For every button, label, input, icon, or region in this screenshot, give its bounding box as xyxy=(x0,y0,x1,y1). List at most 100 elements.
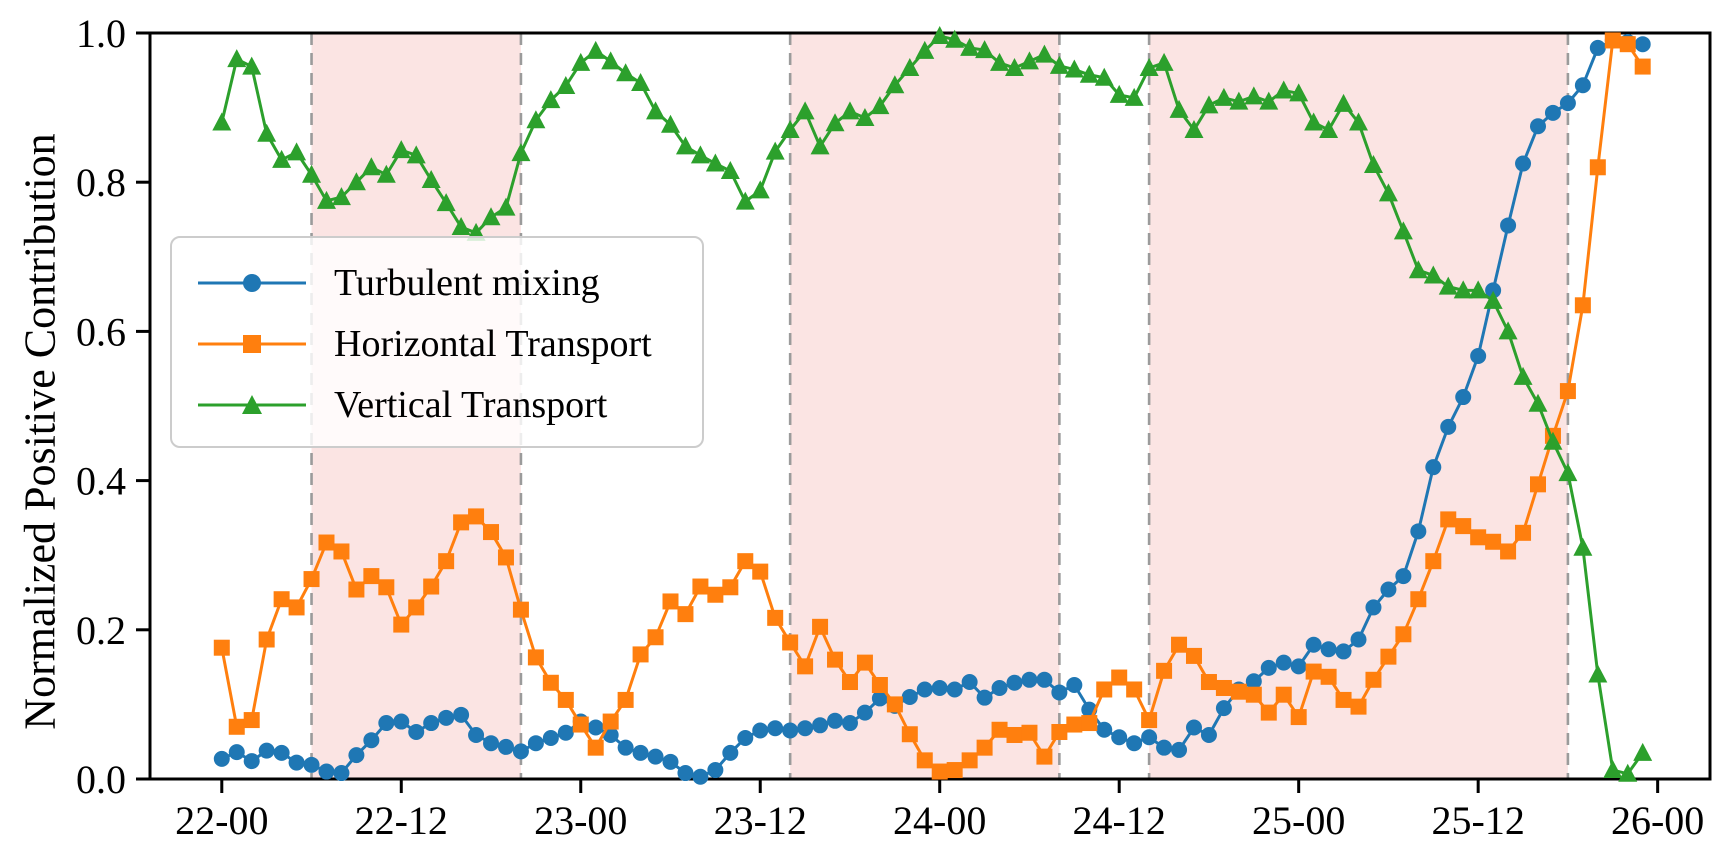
legend-label: Horizontal Transport xyxy=(334,322,652,365)
data-point-circle xyxy=(1559,95,1576,112)
data-point-square xyxy=(901,726,918,743)
data-point-square xyxy=(1470,529,1487,546)
data-point-triangle xyxy=(1169,99,1189,118)
data-point-square xyxy=(453,514,470,531)
data-point-square xyxy=(617,691,634,708)
data-point-triangle xyxy=(735,191,755,210)
data-point-circle xyxy=(378,715,395,732)
data-point-circle xyxy=(1245,673,1262,690)
data-point-triangle xyxy=(361,157,381,176)
data-point-triangle xyxy=(1244,86,1264,105)
data-point-square xyxy=(602,713,619,730)
data-point-square xyxy=(916,752,933,769)
data-point-triangle xyxy=(750,180,770,199)
data-point-triangle xyxy=(496,197,516,216)
data-point-square xyxy=(1320,668,1337,685)
data-point-triangle xyxy=(616,63,636,82)
data-point-circle xyxy=(752,722,769,739)
data-point-triangle xyxy=(1453,280,1473,299)
data-point-square xyxy=(393,616,410,633)
legend-label: Vertical Transport xyxy=(334,384,608,427)
data-point-circle xyxy=(393,713,410,730)
data-point-triangle xyxy=(436,193,456,212)
data-point-triangle xyxy=(900,58,920,77)
data-point-triangle xyxy=(1334,93,1354,112)
data-point-triangle xyxy=(885,75,905,94)
data-point-square xyxy=(722,579,739,596)
data-point-triangle xyxy=(331,187,351,206)
data-point-circle xyxy=(841,715,858,732)
data-point-square xyxy=(886,696,903,713)
data-point-triangle xyxy=(1633,742,1653,761)
data-point-square xyxy=(1126,681,1143,698)
data-point-square xyxy=(512,601,529,618)
data-point-square xyxy=(572,716,589,733)
data-point-square xyxy=(931,763,948,780)
data-point-circle xyxy=(1200,726,1217,743)
data-point-circle xyxy=(976,689,993,706)
data-point-circle xyxy=(1425,459,1442,476)
data-point-square xyxy=(1500,543,1517,560)
data-point-triangle xyxy=(272,149,292,168)
data-point-circle xyxy=(318,763,335,780)
data-point-circle xyxy=(423,715,440,732)
data-point-triangle xyxy=(406,145,426,164)
data-point-circle xyxy=(722,744,739,761)
data-point-triangle xyxy=(1064,59,1084,78)
x-tick-label: 22-12 xyxy=(355,798,448,843)
data-point-square xyxy=(318,534,335,551)
data-point-square xyxy=(1215,679,1232,696)
data-point-triangle xyxy=(1199,95,1219,114)
data-point-circle xyxy=(1021,671,1038,688)
data-point-circle xyxy=(1260,659,1277,676)
data-point-triangle xyxy=(646,101,666,120)
data-point-square xyxy=(1066,716,1083,733)
data-point-triangle xyxy=(960,37,980,56)
data-point-triangle xyxy=(287,142,307,161)
data-point-square xyxy=(1021,724,1038,741)
data-point-triangle xyxy=(660,114,680,133)
data-point-square xyxy=(527,649,544,666)
data-point-circle xyxy=(737,729,754,746)
data-point-square xyxy=(961,752,978,769)
data-point-circle xyxy=(1365,599,1382,616)
data-point-square xyxy=(1410,591,1427,608)
data-point-triangle xyxy=(690,145,710,164)
data-point-triangle xyxy=(1483,290,1503,309)
data-point-circle xyxy=(363,732,380,749)
data-point-circle xyxy=(1634,36,1651,53)
data-point-square xyxy=(1141,712,1158,729)
data-point-triangle xyxy=(1363,155,1383,174)
data-point-triangle xyxy=(212,112,232,131)
data-point-circle xyxy=(273,744,290,761)
data-point-circle xyxy=(587,719,604,736)
data-point-triangle xyxy=(1423,265,1443,284)
data-point-triangle xyxy=(1109,84,1129,103)
data-point-triangle xyxy=(257,123,277,142)
data-point-square xyxy=(348,581,365,598)
data-point-square xyxy=(1350,698,1367,715)
data-point-triangle xyxy=(421,169,441,188)
data-point-triangle xyxy=(915,40,935,59)
data-point-square xyxy=(1604,32,1621,49)
data-point-square xyxy=(1380,648,1397,665)
data-point-square xyxy=(1185,647,1202,664)
data-point-triangle xyxy=(1154,52,1174,71)
data-point-square xyxy=(243,712,260,729)
data-point-circle xyxy=(1275,654,1292,671)
data-point-triangle xyxy=(855,108,875,127)
x-tick-label: 25-00 xyxy=(1252,798,1345,843)
data-point-triangle xyxy=(1259,91,1279,110)
data-point-circle xyxy=(931,679,948,696)
data-point-circle xyxy=(453,706,470,723)
data-point-square xyxy=(1111,669,1128,686)
data-point-circle xyxy=(1171,741,1188,758)
data-point-circle xyxy=(557,724,574,741)
data-point-triangle xyxy=(675,136,695,155)
data-point-circle xyxy=(647,748,664,765)
data-point-triangle xyxy=(795,101,815,120)
data-point-square xyxy=(423,578,440,595)
data-point-circle xyxy=(901,688,918,705)
data-point-circle xyxy=(1589,39,1606,56)
